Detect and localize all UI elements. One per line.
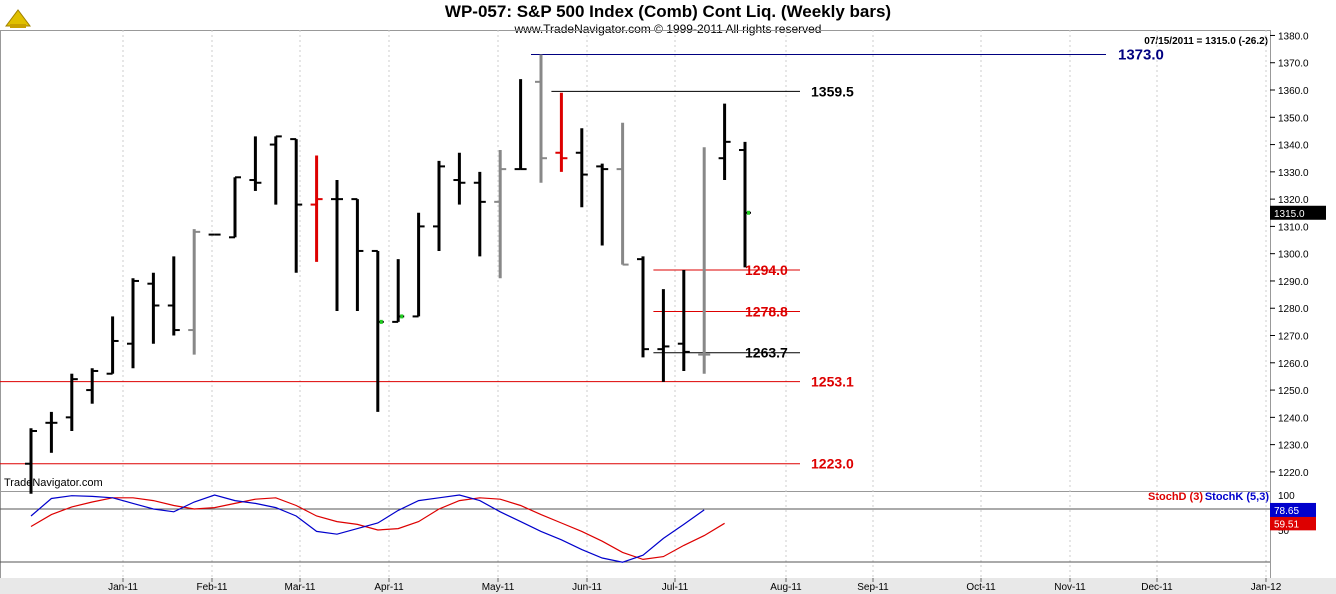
stoch-last-box-0 [1270, 516, 1316, 531]
stoch-last-label-0: 59.51 [1274, 519, 1299, 530]
month-label: Dec-11 [1141, 582, 1173, 593]
watermark-label: TradeNavigator.com [4, 477, 103, 489]
month-label: Apr-11 [374, 582, 404, 593]
stoch-series-0 [30, 497, 725, 561]
price-tick-label: 1260.0 [1278, 359, 1309, 370]
month-label: Jun-11 [572, 582, 602, 593]
indicator-tick-label: 100 [1278, 491, 1295, 502]
trade-navigator-logo-icon [5, 9, 31, 28]
price-tick-label: 1340.0 [1278, 141, 1309, 152]
price-tick-label: 1290.0 [1278, 277, 1309, 288]
month-label: Jan-11 [108, 582, 138, 593]
price-panel-frame [0, 30, 1271, 492]
price-tick-label: 1300.0 [1278, 250, 1309, 261]
date-axis-band [0, 578, 1336, 594]
price-tick-label: 1370.0 [1278, 59, 1309, 70]
legend-stochD: StochD (3) [1148, 491, 1203, 503]
level-label: 1294.0 [745, 262, 788, 278]
stoch-last-box-1 [1270, 502, 1316, 517]
price-tick-label: 1320.0 [1278, 195, 1309, 206]
month-label: Mar-11 [285, 582, 316, 593]
month-label: Sep-11 [857, 582, 889, 593]
month-label: Aug-11 [770, 582, 802, 593]
price-tick-label: 1360.0 [1278, 86, 1309, 97]
ohlc-green-mark [747, 210, 750, 215]
price-tick-label: 1350.0 [1278, 113, 1309, 124]
last-quote: 07/15/2011 = 1315.0 (-26.2) [1144, 36, 1268, 47]
legend-stochK: StochK (5,3) [1204, 491, 1269, 503]
stoch-series-1 [30, 494, 705, 563]
month-label: May-11 [482, 582, 515, 593]
level-label: 1253.1 [811, 374, 854, 390]
last-price-box [1270, 205, 1326, 220]
price-tick-label: 1280.0 [1278, 304, 1309, 315]
indicator-panel-frame [0, 491, 1271, 579]
month-label: Nov-11 [1054, 582, 1086, 593]
ohlc-green-mark [379, 319, 383, 324]
level-label: 1223.0 [811, 456, 854, 472]
level-label: 1373.0 [1118, 47, 1164, 64]
month-label: Oct-11 [966, 582, 996, 593]
level-label: 1278.8 [745, 304, 788, 320]
price-tick-label: 1270.0 [1278, 332, 1309, 343]
month-label: Jul-11 [662, 582, 689, 593]
level-label: 1263.7 [745, 345, 788, 361]
level-label: 1359.5 [811, 83, 854, 99]
copyright-text: www.TradeNavigator.com © 1999-2011 All r… [514, 22, 822, 36]
price-tick-label: 1380.0 [1278, 31, 1309, 42]
ohlc-green-mark [400, 314, 404, 319]
price-tick-label: 1310.0 [1278, 222, 1309, 233]
price-tick-label: 1230.0 [1278, 441, 1309, 452]
stoch-last-label-1: 78.65 [1274, 506, 1299, 517]
last-price-label: 1315.0 [1274, 209, 1305, 220]
indicator-tick-label: 50 [1278, 526, 1290, 537]
month-label: Jan-12 [1251, 582, 1282, 593]
month-label: Feb-11 [197, 582, 228, 593]
chart-title: WP-057: S&P 500 Index (Comb) Cont Liq. (… [444, 2, 892, 21]
price-tick-label: 1240.0 [1278, 413, 1309, 424]
price-tick-label: 1330.0 [1278, 168, 1309, 179]
price-tick-label: 1250.0 [1278, 386, 1309, 397]
price-tick-label: 1220.0 [1278, 468, 1309, 479]
